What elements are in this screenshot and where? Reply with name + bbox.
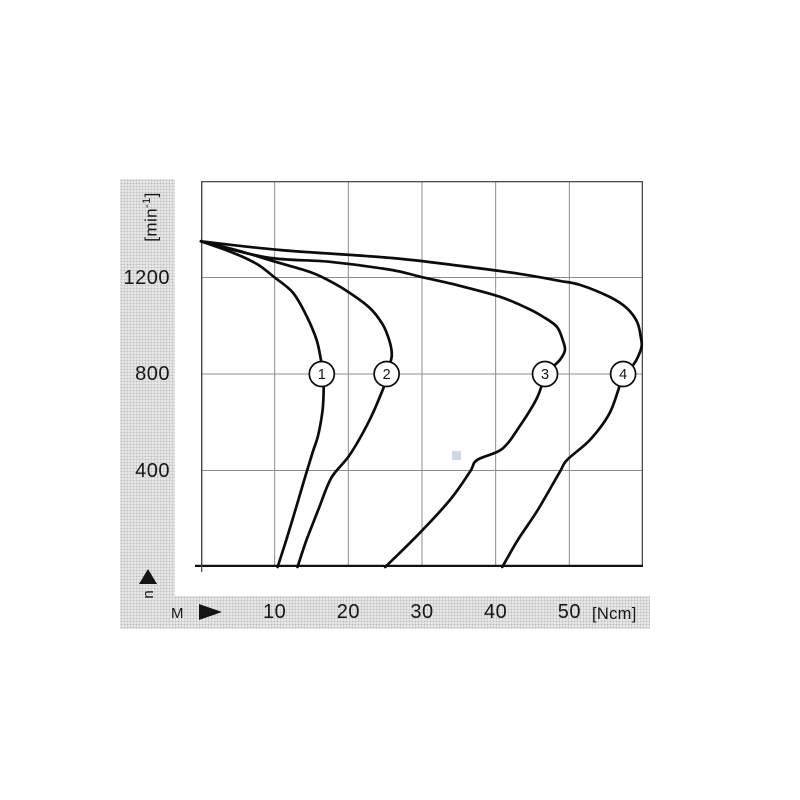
y-tick-label: 800 xyxy=(135,363,170,385)
curve-marker-label: 1 xyxy=(318,367,326,383)
curve-marker-label: 3 xyxy=(541,367,549,383)
curve-marker-4: 4 xyxy=(609,360,637,388)
x-axis-symbol: M xyxy=(171,605,184,622)
x-tick-label: 40 xyxy=(484,601,508,623)
curve-2 xyxy=(199,239,394,569)
curve-3 xyxy=(199,239,567,569)
y-axis-arrow-icon xyxy=(139,569,157,584)
curve-marker-1: 1 xyxy=(308,360,336,388)
curve-marker-label: 2 xyxy=(383,367,391,383)
y-tick-label: 400 xyxy=(135,459,170,482)
curve-1 xyxy=(199,239,326,569)
y-axis-unit-sup: -1 xyxy=(141,197,153,208)
y-axis-symbol: n xyxy=(140,590,157,599)
curve-marker-label: 4 xyxy=(619,367,627,383)
curve-marker-2: 2 xyxy=(373,360,400,388)
curve-4 xyxy=(199,239,644,569)
x-tick-label: 10 xyxy=(263,601,287,623)
x-axis-arrow-icon xyxy=(199,604,222,620)
x-tick-label: 30 xyxy=(410,601,434,623)
x-tick-label: 20 xyxy=(336,601,360,623)
y-tick-label: 1200 xyxy=(123,266,170,289)
x-tick-label: 50 xyxy=(557,601,581,623)
y-axis-unit-pre: [min xyxy=(141,208,161,242)
plot-area: 1 2 3 4 xyxy=(195,180,644,572)
y-axis-unit-label: [min-1] xyxy=(136,171,161,263)
curve-marker-3: 3 xyxy=(531,360,559,388)
y-axis-unit-post: ] xyxy=(141,192,161,198)
y-axis-band xyxy=(120,179,175,629)
scan-artifact-square xyxy=(452,451,461,460)
x-axis-unit-label: [Ncm] xyxy=(592,605,637,623)
